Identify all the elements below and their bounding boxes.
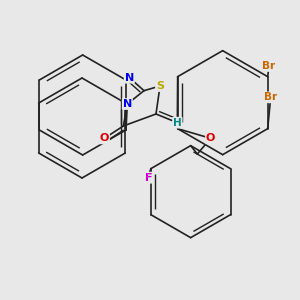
- Text: H: H: [173, 118, 182, 128]
- Text: N: N: [125, 73, 134, 83]
- Text: N: N: [123, 99, 132, 109]
- Text: S: S: [156, 81, 164, 91]
- Text: Br: Br: [264, 92, 277, 102]
- Text: Br: Br: [262, 61, 276, 71]
- Text: O: O: [100, 133, 109, 143]
- Text: F: F: [145, 173, 152, 183]
- Text: O: O: [206, 133, 215, 143]
